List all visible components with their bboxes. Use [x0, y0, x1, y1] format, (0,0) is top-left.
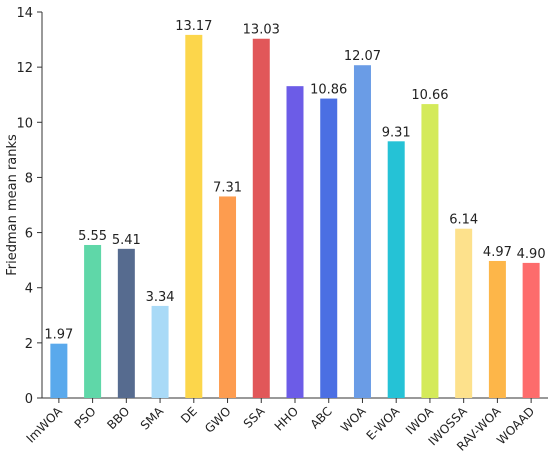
data-label: 10.66: [411, 88, 448, 103]
bar-de: [185, 34, 203, 399]
bar-abc: [320, 98, 338, 399]
category-label: PSO: [72, 404, 99, 431]
data-label: 6.14: [449, 213, 478, 228]
data-label: 5.55: [78, 229, 107, 244]
bar-sma: [151, 305, 169, 398]
data-label: 12.07: [344, 49, 381, 64]
category-label: HHO: [272, 404, 301, 433]
y-axis: 0 2 4 6 8 10 12 14 Friedman mean ranks: [5, 6, 43, 407]
y-tick-label: 12: [16, 61, 33, 76]
y-tick-label: 10: [16, 116, 33, 131]
data-label: 9.31: [382, 125, 411, 140]
y-tick-label: 0: [25, 392, 33, 407]
data-label: 13.03: [243, 23, 280, 38]
category-label: SSA: [241, 404, 268, 431]
data-label: 1.97: [44, 328, 73, 343]
bar-imwoa: [50, 343, 68, 398]
bar-iwossa: [455, 228, 473, 398]
category-label: WOA: [338, 404, 369, 435]
category-label: DE: [178, 404, 200, 426]
data-label: 7.31: [213, 180, 242, 195]
bar-bbo: [117, 248, 135, 398]
y-tick-label: 4: [25, 282, 33, 297]
bar-ssa: [252, 38, 270, 398]
bar-rav-woa: [488, 260, 506, 398]
bar-woa: [353, 65, 371, 398]
category-label: WOAAD: [494, 404, 537, 447]
category-label: BBO: [104, 404, 132, 432]
bar-gwo: [219, 196, 237, 398]
bar-hho: [286, 86, 304, 398]
data-label: 13.17: [175, 19, 212, 34]
category-label: SMA: [138, 404, 167, 433]
y-tick-label: 2: [25, 337, 33, 352]
y-ticks: 0 2 4 6 8 10 12 14: [16, 6, 42, 407]
bar-iwoa: [421, 104, 439, 399]
y-tick-label: 14: [16, 6, 33, 21]
data-labels: 1.97 5.55 5.41 3.34 13.17 7.31 13.03 10.86 12.07…: [44, 19, 545, 343]
data-label: 4.90: [517, 247, 546, 262]
data-label: 10.86: [310, 83, 347, 98]
category-label: GWO: [202, 404, 234, 436]
y-tick-label: 6: [25, 227, 33, 242]
data-label: 4.97: [483, 245, 512, 260]
category-label: ABC: [308, 404, 335, 431]
category-label: E-WOA: [364, 404, 403, 443]
data-label: 5.41: [112, 233, 141, 248]
y-axis-title: Friedman mean ranks: [5, 134, 20, 276]
bar-e-woa: [387, 141, 405, 398]
category-label: ImWOA: [24, 404, 66, 446]
bar-pso: [84, 244, 102, 398]
bars: [50, 34, 540, 399]
bar-woaad: [522, 262, 540, 398]
y-tick-label: 8: [25, 171, 33, 186]
data-label: 3.34: [146, 290, 175, 305]
